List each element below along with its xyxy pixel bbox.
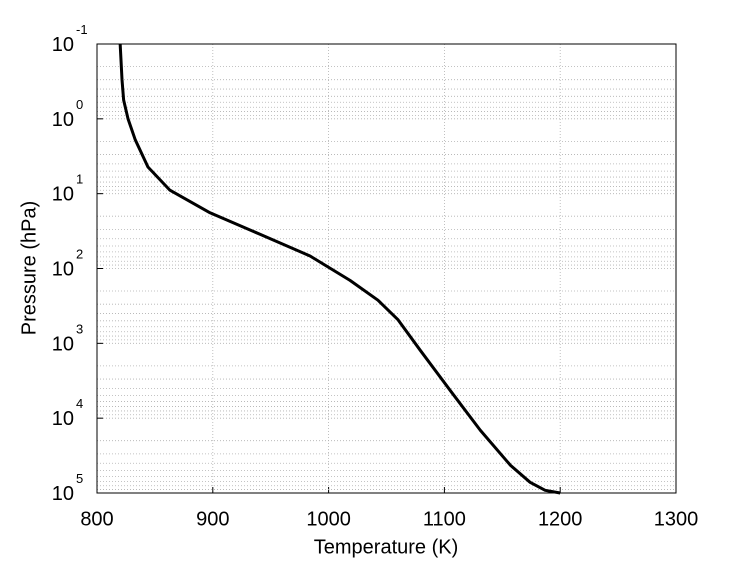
- y-tick-exponent: 5: [76, 471, 83, 486]
- y-tick-exponent: 0: [76, 97, 83, 112]
- y-tick-base: 10: [52, 109, 74, 131]
- y-tick-label: 10: [52, 34, 74, 56]
- y-tick-base: 10: [52, 333, 74, 355]
- y-tick-base: 10: [52, 483, 74, 505]
- y-tick-base: 10: [52, 259, 74, 281]
- y-tick-label: 10: [52, 184, 74, 206]
- y-tick-label: 10: [52, 333, 74, 355]
- y-tick-label: 10: [52, 408, 74, 430]
- y-tick-exponent: 3: [76, 321, 83, 336]
- y-tick-base: 10: [52, 184, 74, 206]
- x-tick-label: 1300: [654, 508, 699, 530]
- x-tick-label: 1100: [423, 508, 466, 530]
- y-tick-exponent: 1: [76, 172, 83, 187]
- y-tick-label: 10: [52, 483, 74, 505]
- y-tick-exponent: 2: [76, 247, 83, 262]
- x-tick-label: 1000: [306, 508, 351, 530]
- x-axis-label: Temperature (K): [314, 536, 459, 558]
- y-tick-base: 10: [52, 34, 74, 56]
- y-tick-label: 10: [52, 109, 74, 131]
- y-tick-exponent: -1: [76, 22, 88, 37]
- y-tick-exponent: 4: [76, 396, 83, 411]
- y-tick-label: 10: [52, 259, 74, 281]
- plot-frame: [96, 43, 677, 494]
- x-tick-label: 1200: [538, 508, 583, 530]
- x-tick-label: 900: [196, 508, 229, 530]
- data-line: [118, 43, 561, 495]
- y-axis-label: Pressure (hPa): [18, 201, 40, 336]
- x-tick-label: 800: [80, 508, 113, 530]
- y-tick-base: 10: [52, 408, 74, 430]
